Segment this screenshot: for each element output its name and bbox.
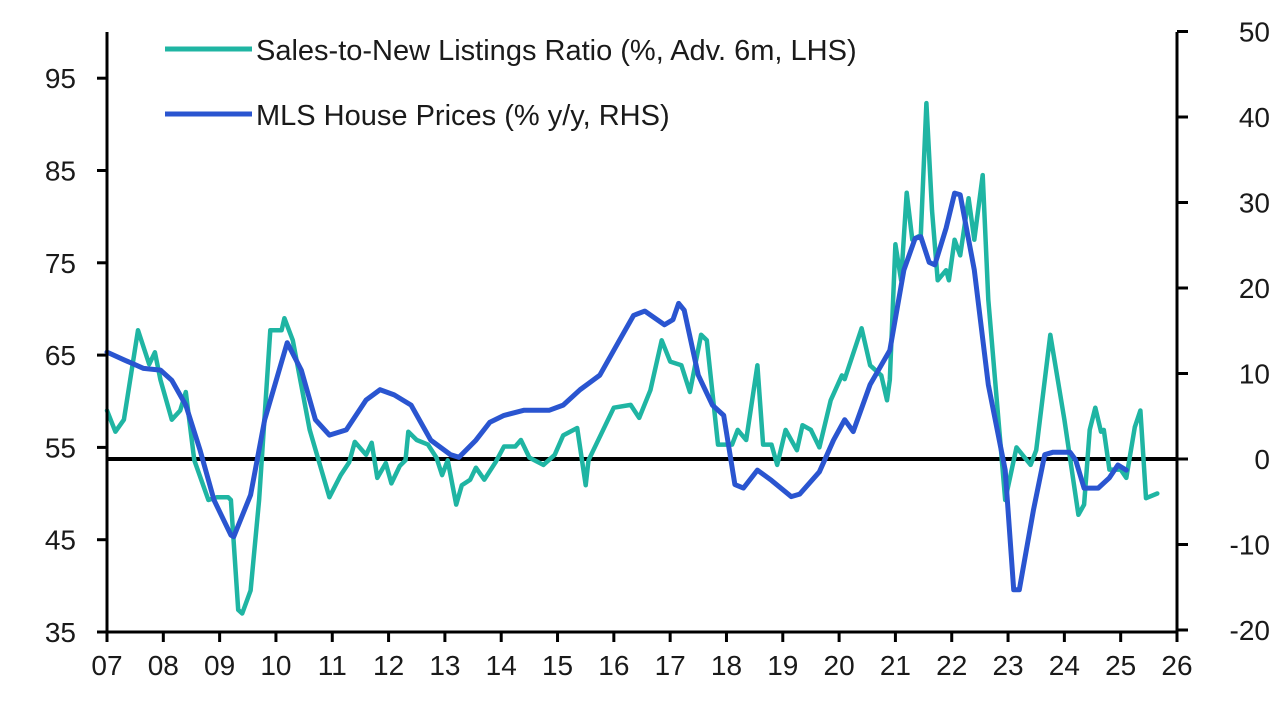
x-tick-label: 09	[204, 650, 235, 681]
x-tick-label: 19	[767, 650, 798, 681]
right-tick-label: 10	[1239, 359, 1270, 390]
x-tick-label: 11	[318, 650, 347, 681]
right-tick-label: 50	[1239, 17, 1270, 48]
axis-ticks: 35 45 55 65 75 85 95 -20 -10 0 10 20 30 40 50 07 08 09 10 1…	[45, 17, 1270, 682]
x-tick-label: 12	[373, 650, 404, 681]
legend-label-sales-ratio: Sales-to-New Listings Ratio (%, Adv. 6m,…	[256, 35, 857, 67]
x-tick-label: 07	[91, 650, 122, 681]
right-tick-label: 40	[1239, 102, 1270, 133]
x-tick-label: 17	[655, 650, 686, 681]
left-tick-label: 35	[45, 617, 76, 648]
legend: Sales-to-New Listings Ratio (%, Adv. 6m,…	[165, 35, 857, 132]
right-tick-label: -10	[1230, 530, 1270, 561]
x-tick-label: 23	[992, 650, 1023, 681]
left-tick-label: 55	[45, 432, 76, 463]
x-tick-label: 24	[1049, 650, 1080, 681]
right-tick-label: 20	[1239, 273, 1270, 304]
series-layer	[104, 100, 1160, 616]
x-tick-label: 25	[1105, 650, 1136, 681]
x-tick-label: 22	[936, 650, 967, 681]
legend-label-house-prices: MLS House Prices (% y/y, RHS)	[256, 100, 670, 132]
x-tick-label: 15	[542, 650, 573, 681]
x-tick-label: 10	[260, 650, 291, 681]
x-tick-label: 13	[429, 650, 460, 681]
x-tick-label: 08	[148, 650, 179, 681]
right-tick-label: 0	[1254, 444, 1270, 475]
x-tick-label: 26	[1161, 650, 1192, 681]
right-tick-label: -20	[1230, 615, 1270, 646]
x-tick-label: 16	[598, 650, 629, 681]
right-tick-label: 30	[1239, 188, 1270, 219]
series-line-sales-ratio	[104, 100, 1160, 616]
left-tick-label: 65	[45, 340, 76, 371]
left-tick-label: 85	[45, 156, 76, 187]
x-tick-label: 21	[880, 650, 911, 681]
x-tick-label: 18	[711, 650, 742, 681]
series-line-house-prices	[104, 190, 1129, 593]
x-tick-label: 20	[824, 650, 855, 681]
x-tick-label: 14	[486, 650, 517, 681]
left-tick-label: 95	[45, 63, 76, 94]
left-tick-label: 45	[45, 525, 76, 556]
left-tick-label: 75	[45, 248, 76, 279]
